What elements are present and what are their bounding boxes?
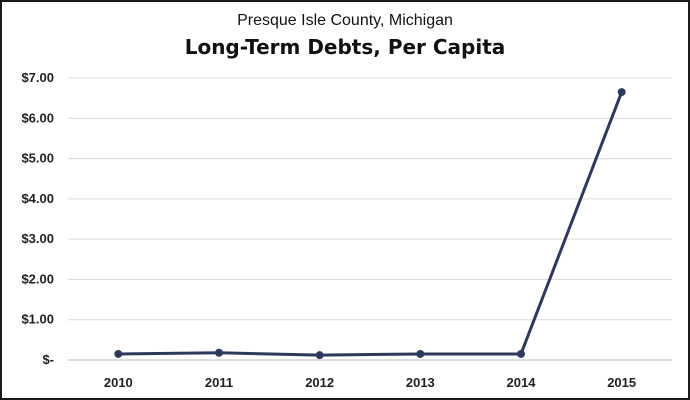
y-tick-label: $7.00	[21, 70, 54, 85]
y-tick-label: $5.00	[21, 151, 54, 166]
data-point	[315, 351, 324, 360]
gridlines	[68, 77, 672, 361]
y-tick-label: $2.00	[21, 271, 54, 286]
x-tick-label: 2014	[507, 375, 537, 390]
y-tick-label: $6.00	[21, 110, 54, 125]
chart-subtitle: Presque Isle County, Michigan	[237, 12, 453, 29]
x-tick-label: 2013	[406, 375, 435, 390]
data-point	[517, 349, 525, 358]
series-group	[114, 88, 626, 360]
series-line	[116, 90, 624, 357]
data-point	[416, 349, 425, 358]
y-tick-label: $3.00	[21, 231, 54, 246]
x-tick-label: 2011	[205, 375, 233, 390]
x-tick-label: 2015	[607, 375, 636, 390]
chart-title: Long-Term Debts, Per Capita	[184, 35, 506, 59]
data-point	[617, 88, 626, 97]
y-tick-label: $-	[42, 352, 54, 367]
x-tick-label: 2012	[305, 375, 334, 390]
y-tick-label: $4.00	[21, 191, 54, 206]
data-point	[215, 348, 223, 357]
x-axis-tick-labels: 2010 2011 2012 2013 2014 2015	[104, 375, 636, 390]
x-tick-label: 2010	[104, 375, 133, 390]
y-tick-label: $1.00	[21, 312, 54, 327]
y-axis-tick-labels: $- $1.00 $2.00 $3.00 $4.00 $5.00 $6.00 $7.00	[21, 70, 54, 367]
data-point	[114, 349, 123, 358]
